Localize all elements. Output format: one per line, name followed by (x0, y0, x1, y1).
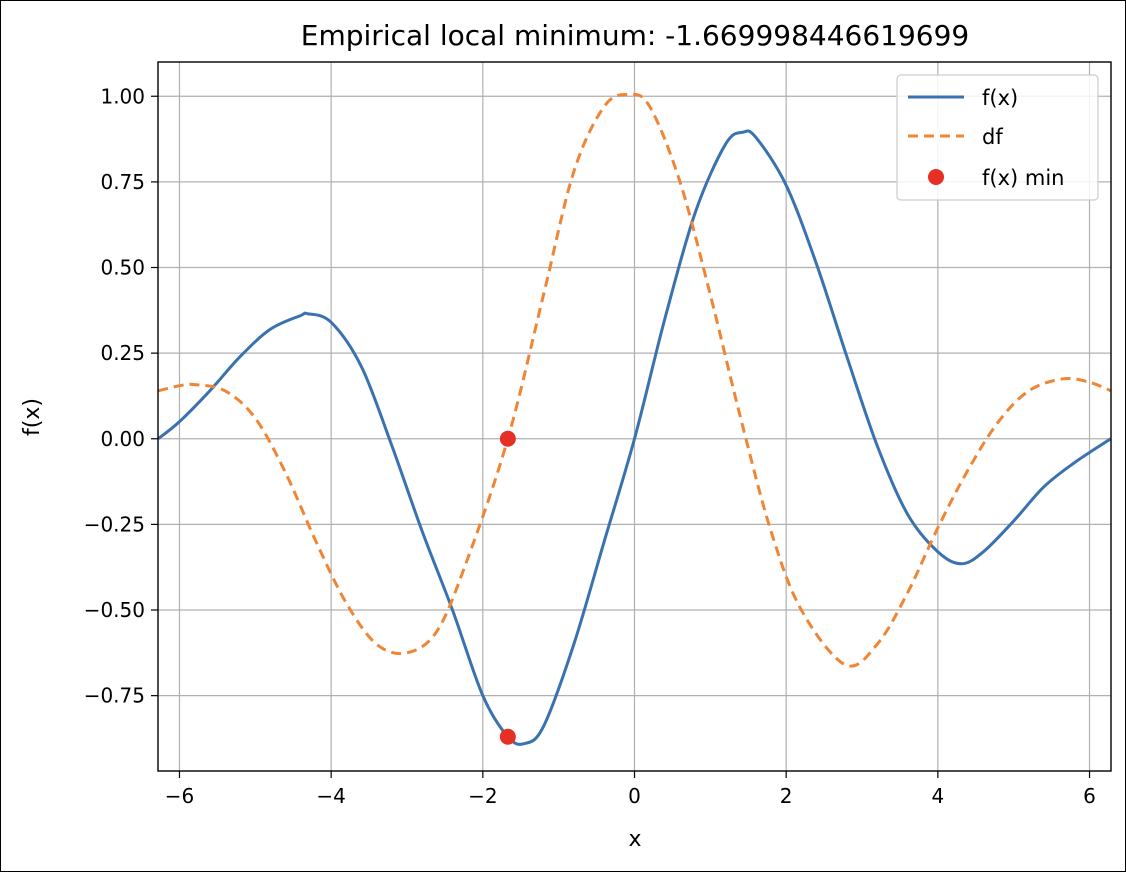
x-axis-label: x (628, 827, 641, 852)
y-tick-label: 1.00 (100, 84, 145, 108)
x-tick-label: −6 (165, 784, 194, 808)
x-tick-label: 0 (628, 784, 641, 808)
x-tick-label: 6 (1083, 784, 1096, 808)
x-tick-label: 2 (780, 784, 793, 808)
plot-layer (157, 92, 1112, 746)
y-axis-label: f(x) (20, 398, 45, 436)
min-point-marker (499, 728, 516, 745)
chart-title: Empirical local minimum: -1.669998446619… (301, 19, 969, 52)
legend-box (896, 74, 1099, 201)
legend-swatch-min (928, 169, 944, 185)
y-tick-label: 0.00 (100, 427, 145, 451)
legend-label-fx: f(x) (982, 86, 1018, 110)
fx-series-line (157, 129, 1112, 746)
x-tick-label: 4 (931, 784, 944, 808)
y-tick-label: −0.75 (84, 684, 145, 708)
y-tick-label: −0.25 (84, 512, 145, 536)
legend: f(x) df f(x) min (896, 74, 1099, 201)
y-tick-label: −0.50 (84, 598, 145, 622)
x-tick-label: −2 (468, 784, 497, 808)
y-tick-label: 0.50 (100, 256, 145, 280)
y-tick-label: 0.75 (100, 170, 145, 194)
legend-label-df: df (982, 125, 1003, 149)
legend-label-min: f(x) min (982, 166, 1064, 190)
x-tick-label: −4 (316, 784, 345, 808)
tick-layer: −6 −4 −2 0 2 4 6 1.00 0.75 0.50 0.25 0.00 −0.25 −0.50… (84, 84, 1096, 808)
y-tick-label: 0.25 (100, 341, 145, 365)
min-point-marker (499, 430, 516, 447)
